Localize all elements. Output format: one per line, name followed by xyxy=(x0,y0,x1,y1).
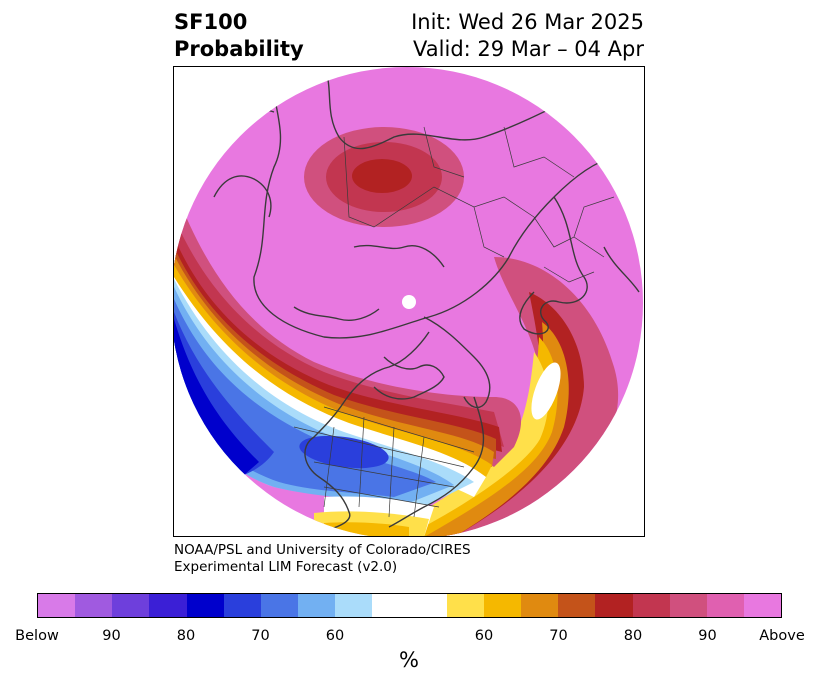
colorbar-tick-6: 70 xyxy=(549,628,568,644)
colorbar-segment-7 xyxy=(298,594,336,617)
init-date: Init: Wed 26 Mar 2025 xyxy=(411,10,644,34)
colorbar-tick-8: 90 xyxy=(698,628,717,644)
field-pacific-pink xyxy=(174,187,522,467)
colorbar-tick-1: 90 xyxy=(102,628,121,644)
colorbar-segment-9 xyxy=(372,594,410,617)
field-siberia-red xyxy=(352,159,412,193)
pole-marker xyxy=(402,295,416,309)
colorbar-segment-6 xyxy=(260,594,299,617)
colorbar-segment-12 xyxy=(483,594,522,617)
credit-line-1: NOAA/PSL and University of Colorado/CIRE… xyxy=(174,542,471,558)
colorbar xyxy=(37,593,782,618)
colorbar-unit-label: % xyxy=(399,648,419,672)
colorbar-tick-9: Above xyxy=(759,628,805,644)
colorbar-tick-4: 60 xyxy=(325,628,345,644)
colorbar-segment-13 xyxy=(521,594,559,617)
colorbar-segment-4 xyxy=(186,594,224,617)
polar-stereographic-map xyxy=(174,67,643,536)
colorbar-segment-18 xyxy=(706,594,744,617)
field-pacific-white xyxy=(174,277,486,497)
colorbar-segment-5 xyxy=(223,594,261,617)
colorbar-segment-10 xyxy=(409,594,447,617)
colorbar-tick-0: Below xyxy=(15,628,59,644)
colorbar-segment-19 xyxy=(743,594,782,617)
map-panel xyxy=(173,66,645,537)
title-variable: SF100 xyxy=(174,10,248,34)
field-europe-pink xyxy=(424,257,619,536)
colorbar-tick-7: 80 xyxy=(623,628,643,644)
coastlines xyxy=(213,67,640,533)
colorbar-segment-1 xyxy=(75,594,113,617)
colorbar-segment-3 xyxy=(149,594,187,617)
colorbar-segment-14 xyxy=(558,594,596,617)
colorbar-tick-2: 80 xyxy=(176,628,196,644)
colorbar-segment-0 xyxy=(38,594,76,617)
colorbar-segment-15 xyxy=(595,594,633,617)
colorbar-segment-17 xyxy=(669,594,707,617)
colorbar-tick-5: 60 xyxy=(474,628,494,644)
map-title: SF100 Probability xyxy=(174,9,304,63)
forecast-dates: Init: Wed 26 Mar 2025 Valid: 29 Mar – 04… xyxy=(411,9,644,63)
valid-period: Valid: 29 Mar – 04 Apr xyxy=(413,37,644,61)
title-type: Probability xyxy=(174,37,304,61)
colorbar-segment-16 xyxy=(632,594,670,617)
field-atlantic-white xyxy=(531,362,561,420)
colorbar-segment-11 xyxy=(446,594,484,617)
credit-line-2: Experimental LIM Forecast (v2.0) xyxy=(174,559,398,575)
colorbar-segment-8 xyxy=(335,594,373,617)
colorbar-tick-3: 70 xyxy=(251,628,270,644)
colorbar-segment-2 xyxy=(112,594,150,617)
credit-text: NOAA/PSL and University of Colorado/CIRE… xyxy=(174,542,471,576)
